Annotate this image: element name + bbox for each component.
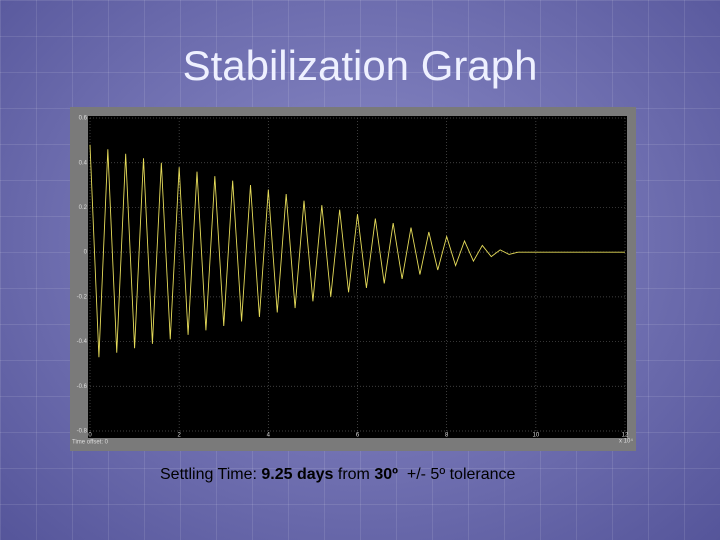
x-tick-label: 12 bbox=[622, 433, 629, 439]
x-offset-label: Time offset: 0 bbox=[72, 440, 109, 446]
y-tick-label: 0.6 bbox=[79, 116, 88, 122]
x-tick-label: 4 bbox=[267, 433, 271, 439]
x-tick-label: 8 bbox=[445, 433, 449, 439]
x-multiplier: x 10⁴ bbox=[619, 438, 633, 445]
x-tick-label: 0 bbox=[88, 433, 92, 439]
caption: Settling Time: 9.25 days from 30º +/- 5º… bbox=[160, 466, 515, 484]
y-tick-label: -0.4 bbox=[77, 339, 88, 345]
y-tick-label: -0.8 bbox=[77, 429, 88, 435]
x-tick-label: 10 bbox=[532, 433, 539, 439]
y-tick-label: 0.2 bbox=[79, 205, 88, 211]
caption-text: from bbox=[333, 466, 375, 483]
x-tick-label: 2 bbox=[177, 433, 181, 439]
caption-bold: 9.25 days bbox=[261, 466, 334, 483]
slide-title: Stabilization Graph bbox=[182, 42, 538, 89]
y-tick-label: 0 bbox=[84, 250, 88, 256]
caption-text: +/- 5º tolerance bbox=[397, 466, 516, 483]
y-tick-label: -0.2 bbox=[77, 294, 88, 300]
caption-text: Settling Time: bbox=[160, 466, 262, 483]
y-tick-label: 0.4 bbox=[79, 160, 88, 166]
y-tick-label: -0.6 bbox=[77, 384, 88, 390]
x-tick-label: 6 bbox=[356, 433, 360, 439]
caption-bold: 30º bbox=[374, 466, 398, 483]
signal-line bbox=[89, 144, 625, 358]
